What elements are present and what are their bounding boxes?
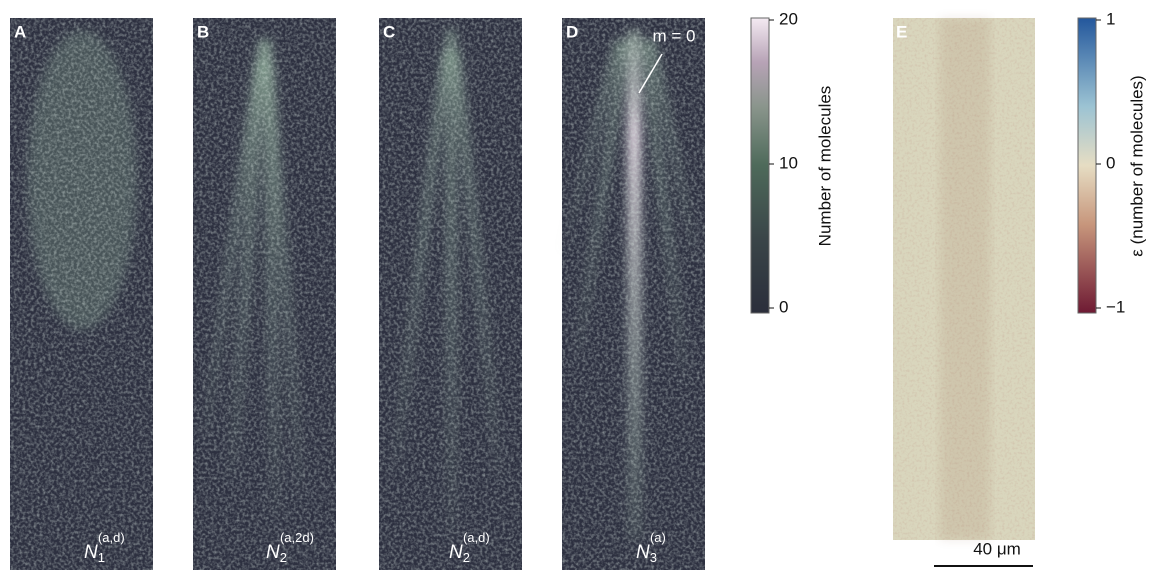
scale-bar-label: 40 μm bbox=[973, 539, 1021, 558]
colorbar bbox=[750, 17, 770, 314]
colorbar-label: ε (number of molecules) bbox=[1127, 75, 1146, 256]
panel-e: E 40 μm bbox=[893, 18, 1035, 567]
colorbar bbox=[1077, 17, 1097, 314]
tick-label: 10 bbox=[779, 153, 798, 172]
tick-label: 20 bbox=[779, 9, 798, 28]
panel-a: A N1(a,d) bbox=[10, 18, 153, 570]
panel-label: N1(a,d) bbox=[84, 530, 125, 565]
panel-d: m = 0 D N3(a) bbox=[562, 18, 705, 570]
panel-b: B N2(a,2d) bbox=[193, 18, 336, 570]
annotation: m = 0 bbox=[653, 26, 696, 45]
panel-label: N2(a,2d) bbox=[266, 530, 314, 565]
tick-label: 0 bbox=[1106, 153, 1115, 172]
panel-letter: D bbox=[566, 22, 578, 41]
tick-label: 0 bbox=[779, 297, 788, 316]
panel-label: N3(a) bbox=[636, 530, 666, 565]
panel-letter: C bbox=[383, 22, 395, 41]
colorbar-label: Number of molecules bbox=[815, 86, 834, 247]
tick-label: 1 bbox=[1106, 9, 1115, 28]
panel-letter: A bbox=[14, 22, 26, 41]
panel-letter: B bbox=[197, 22, 209, 41]
tick-label: −1 bbox=[1106, 297, 1125, 316]
panel-c: C N2(a,d) bbox=[379, 18, 522, 570]
annotation-arrow bbox=[638, 53, 663, 94]
panel-letter: E bbox=[896, 22, 907, 41]
panel-label: N2(a,d) bbox=[449, 530, 490, 565]
